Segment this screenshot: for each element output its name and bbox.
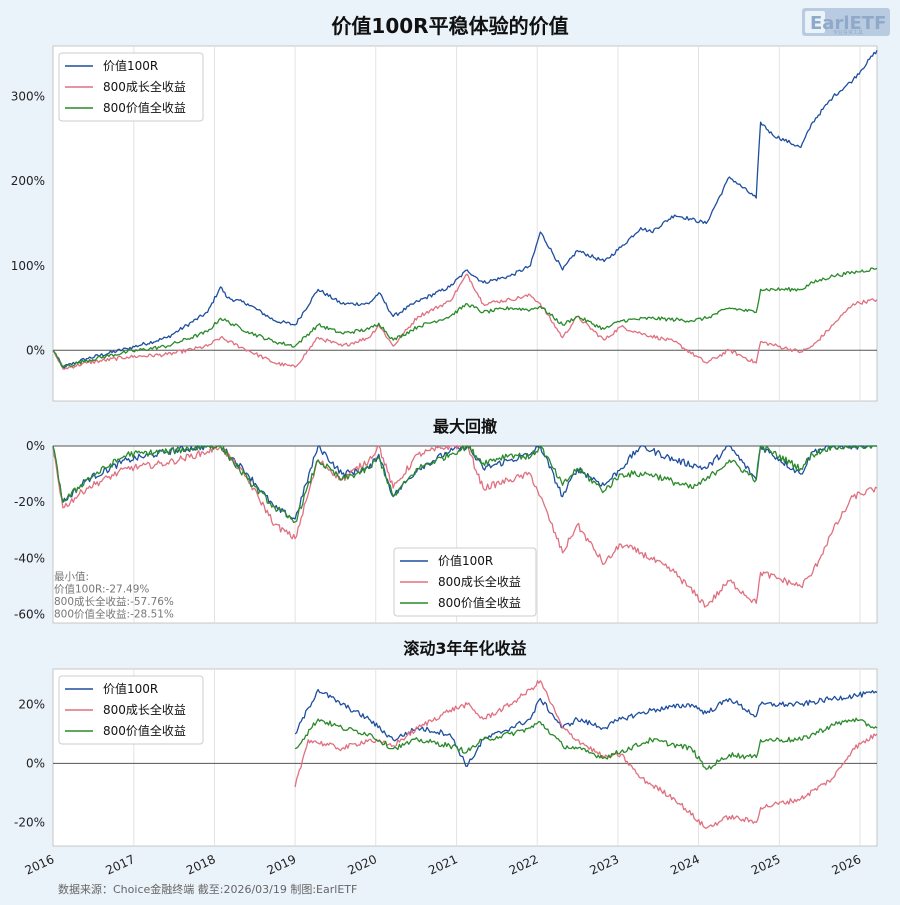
y-tick-label: -40% [14,551,45,565]
y-tick-label: -60% [14,608,45,622]
legend-label: 800价值全收益 [438,595,521,610]
y-tick-label: -20% [14,495,45,509]
y-tick-label: -20% [14,815,45,829]
legend-label: 价值100R [103,681,158,696]
y-tick-label: 0% [26,439,45,453]
series-line-3 [294,717,878,770]
legend: 价值100R 800成长全收益 800价值全收益 [393,547,537,617]
y-tick-label: 200% [11,174,45,188]
drawdown-title: 最大回撤 [433,417,497,436]
y-tick-label: 0% [26,343,45,357]
rolling-title: 滚动3年年化收益 [403,639,526,658]
main-title: 价值100R平稳体验的价值 [331,14,568,38]
x-tick-label: 2021 [426,852,460,878]
legend: 价值100R 800成长全收益 800价值全收益 [58,675,204,745]
x-tick-label: 2022 [507,852,541,878]
legend-box [58,675,204,745]
series-line-1 [52,49,878,369]
x-tick-label: 2019 [265,852,299,878]
chart-panels: 0% 100% 200% 300% 价值100R 800成长全收益 800价值全收益 0% -2… [11,45,878,878]
panel-1: 0% 100% 200% 300% 价值100R 800成长全收益 800价值全收益 [11,45,878,402]
legend-label: 800成长全收益 [438,574,521,589]
x-tick-label: 2016 [23,852,57,878]
legend-label: 800价值全收益 [103,100,186,115]
legend: 价值100R 800成长全收益 800价值全收益 [58,52,204,122]
legend-label: 800价值全收益 [103,723,186,738]
legend-label: 价值100R [438,553,493,568]
legend-label: 800成长全收益 [103,702,186,717]
legend-label: 800成长全收益 [103,79,186,94]
legend-box [58,52,204,122]
x-tick-label: 2018 [184,852,218,878]
logo-mark-icon [805,11,825,33]
logo-subtitle: 专业投资工具 [833,29,863,36]
source-note: 数据来源：Choice金融终端 截至:2026/03/19 制图:EarlETF [58,882,357,896]
series-line-3 [52,445,877,524]
series-line-2 [294,680,878,829]
x-tick-label: 2026 [830,852,864,878]
legend-label: 价值100R [103,58,158,73]
y-tick-label: 0% [26,756,45,770]
legend-box [393,547,537,617]
min-value-note: 价值100R:-27.49% [54,583,149,596]
logo-text: EarlETF [810,13,886,34]
y-tick-label: 100% [11,259,45,273]
x-tick-label: 2024 [668,852,702,878]
y-tick-label: 20% [18,697,45,711]
panel-3: 20% 0% -20% 价值100R 800成长全收益 800价值全收益 2016 2017 2… [14,668,878,878]
x-tick-label: 2025 [749,852,783,878]
min-value-note: 800成长全收益:-57.76% [54,595,174,608]
series-line-3 [52,267,878,368]
x-tick-label: 2020 [345,852,379,878]
y-tick-label: 300% [11,90,45,104]
x-tick-label: 2023 [588,852,622,878]
x-tick-label: 2017 [104,852,138,878]
earletf-logo: EarlETF 专业投资工具 [802,8,890,36]
series-line-2 [52,273,878,370]
series-line-1 [294,688,878,768]
min-value-note: 最小值: [54,570,89,583]
min-value-note: 800价值全收益:-28.51% [54,608,174,621]
panel-2: 0% -20% -40% -60% 价值100R 800成长全收益 800价值全收益 最小值:… [14,439,878,624]
